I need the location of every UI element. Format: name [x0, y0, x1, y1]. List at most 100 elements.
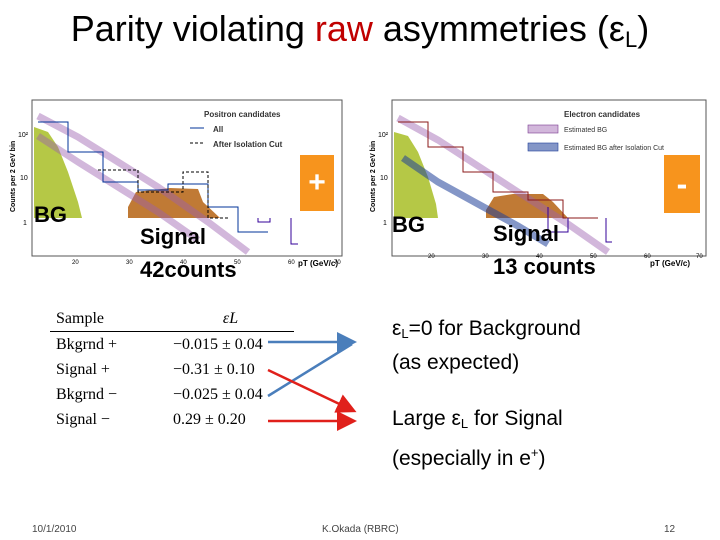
- arrow-bkgrnd-minus: [267, 342, 353, 398]
- left-hist-tail: [257, 218, 271, 223]
- right-bg-area: [394, 132, 438, 218]
- bullet1-epsilon: ε: [392, 317, 402, 340]
- arrow-signal-plus: [267, 368, 357, 413]
- title-text-pre: Parity violating: [70, 8, 315, 49]
- left-ytick-1: 1: [23, 220, 27, 227]
- footer-author: K.Okada (RBRC): [322, 524, 399, 535]
- right-histogram-svg: 10² 10 1 Counts per 2 GeV bin Electron c…: [370, 99, 707, 268]
- table-row: Signal − 0.29 ± 0.20: [50, 407, 294, 432]
- bullet2-close: ): [538, 447, 546, 470]
- title-text-post: asymmetries (: [372, 8, 609, 49]
- table-row: Bkgrnd + −0.015 ± 0.04: [50, 332, 294, 358]
- right-xlabel: pT (GeV/c): [650, 259, 690, 268]
- bullet-background-line2: (as expected): [392, 351, 520, 374]
- bullet2-sup: +: [530, 445, 539, 460]
- right-signal-label: Signal: [493, 221, 560, 246]
- asymmetry-table-grid: Sample εL Bkgrnd + −0.015 ± 0.04 Signal …: [50, 306, 294, 432]
- left-ytick-10: 10: [20, 175, 28, 182]
- left-signal-area: [128, 188, 220, 218]
- left-bg-label: BG: [34, 202, 67, 227]
- left-xlabel: pT (GeV/c): [298, 259, 338, 268]
- left-plot-frame: [31, 99, 343, 257]
- bullet1-text: =0 for Background: [408, 317, 581, 340]
- left-legend-all: All: [213, 125, 223, 134]
- left-legend-after: After Isolation Cut: [213, 140, 283, 149]
- right-xtick-70: 70: [696, 254, 703, 260]
- right-plot-frame: [391, 99, 707, 257]
- left-ytick-100: 10²: [18, 132, 29, 139]
- table-row: Bkgrnd − −0.025 ± 0.04: [50, 382, 294, 407]
- right-xtick-30: 30: [482, 254, 489, 260]
- left-hist-tail2: [290, 218, 298, 245]
- table-header-epsilon: εL: [222, 309, 239, 327]
- bullet-background: εL=0 for Background (as expected): [392, 314, 581, 377]
- bullet-signal: Large εL for Signal (especially in e+): [392, 404, 563, 473]
- left-histogram-svg: 10² 10 1 Counts per 2 GeV bin Positron c…: [10, 99, 343, 268]
- title-close: ): [637, 8, 650, 49]
- right-ytick-1: 1: [383, 220, 387, 227]
- table-header-sample: Sample: [56, 309, 104, 327]
- right-xtick-40: 40: [536, 254, 543, 260]
- right-sign-badge: -: [664, 155, 700, 213]
- right-xtick-50: 50: [590, 254, 597, 260]
- right-ytick-10: 10: [380, 175, 388, 182]
- left-xtick-50: 50: [234, 260, 241, 266]
- left-band-upper: [36, 112, 251, 255]
- right-band-upper: [396, 114, 611, 255]
- right-ytick-100: 10²: [378, 132, 389, 139]
- arrows-svg: [267, 332, 357, 431]
- table-cell-value: −0.015 ± 0.04: [173, 335, 263, 353]
- table-cell-sample: Signal −: [56, 410, 110, 428]
- right-ylabel: Counts per 2 GeV bin: [370, 141, 377, 212]
- table-cell-value: 0.29 ± 0.20: [173, 410, 246, 428]
- footer-page-number: 12: [664, 524, 676, 535]
- bullet1-sub: L: [401, 326, 409, 341]
- slide-title: Parity violating raw asymmetries (εL): [0, 8, 720, 61]
- table-row: Signal + −0.31 ± 0.10: [50, 357, 294, 382]
- right-legend-est-swatch: [527, 124, 559, 134]
- left-xtick-30: 30: [126, 260, 133, 266]
- left-xtick-70: 70: [334, 260, 341, 266]
- left-hist-after: [98, 169, 228, 219]
- left-xtick-40: 40: [180, 260, 187, 266]
- left-ylabel: Counts per 2 GeV bin: [10, 141, 17, 212]
- table-cell-sample: Bkgrnd +: [56, 335, 118, 353]
- right-signal-counts: 13 counts: [493, 254, 596, 279]
- right-hist-tail: [547, 207, 569, 233]
- bullet2-sub: L: [460, 416, 469, 431]
- right-hist-all: [398, 121, 598, 219]
- bullet2-pre: Large: [392, 407, 452, 430]
- left-hist-all: [38, 121, 268, 233]
- left-signal-counts: 42counts: [140, 257, 237, 282]
- right-band-lower: [401, 155, 550, 248]
- right-histogram: 10² 10 1 Counts per 2 GeV bin Electron c…: [368, 92, 712, 282]
- right-xtick-60: 60: [644, 254, 651, 260]
- right-legend-est: Estimated BG: [564, 127, 607, 134]
- bullet-background-line1: εL=0 for Background: [392, 314, 581, 348]
- title-epsilon: ε: [608, 8, 625, 49]
- bullet2-epsilon: ε: [451, 407, 461, 430]
- asymmetry-table: Sample εL Bkgrnd + −0.015 ± 0.04 Signal …: [50, 306, 294, 432]
- table-cell-value: −0.025 ± 0.04: [173, 385, 263, 403]
- left-histogram: 10² 10 1 Counts per 2 GeV bin Positron c…: [8, 92, 348, 282]
- right-hist-tail2: [605, 218, 612, 243]
- footer-date: 10/1/2010: [32, 524, 77, 535]
- right-xtick-20: 20: [428, 254, 435, 260]
- right-legend-est-after: Estimated BG after Isolation Cut: [564, 145, 664, 152]
- bullet2-text: for Signal: [468, 407, 563, 430]
- right-legend-title: Electron candidates: [564, 110, 641, 119]
- right-bg-label: BG: [392, 212, 425, 237]
- table-cell-sample: Signal +: [56, 360, 110, 378]
- right-legend-est-after-swatch: [527, 142, 559, 152]
- table-cell-value: −0.31 ± 0.10: [173, 360, 255, 378]
- title-text-raw: raw: [314, 8, 373, 49]
- bullet-signal-line1: Large εL for Signal: [392, 404, 563, 438]
- table-cell-sample: Bkgrnd −: [56, 385, 118, 403]
- left-bg-area: [34, 127, 82, 218]
- left-signal-label: Signal: [140, 224, 207, 249]
- left-band-lower: [36, 133, 201, 243]
- left-xtick-20: 20: [72, 260, 79, 266]
- bullet2-line2: (especially in e: [392, 447, 531, 470]
- bullet-signal-line2: (especially in e+): [392, 438, 563, 473]
- title-subscript: L: [624, 27, 638, 52]
